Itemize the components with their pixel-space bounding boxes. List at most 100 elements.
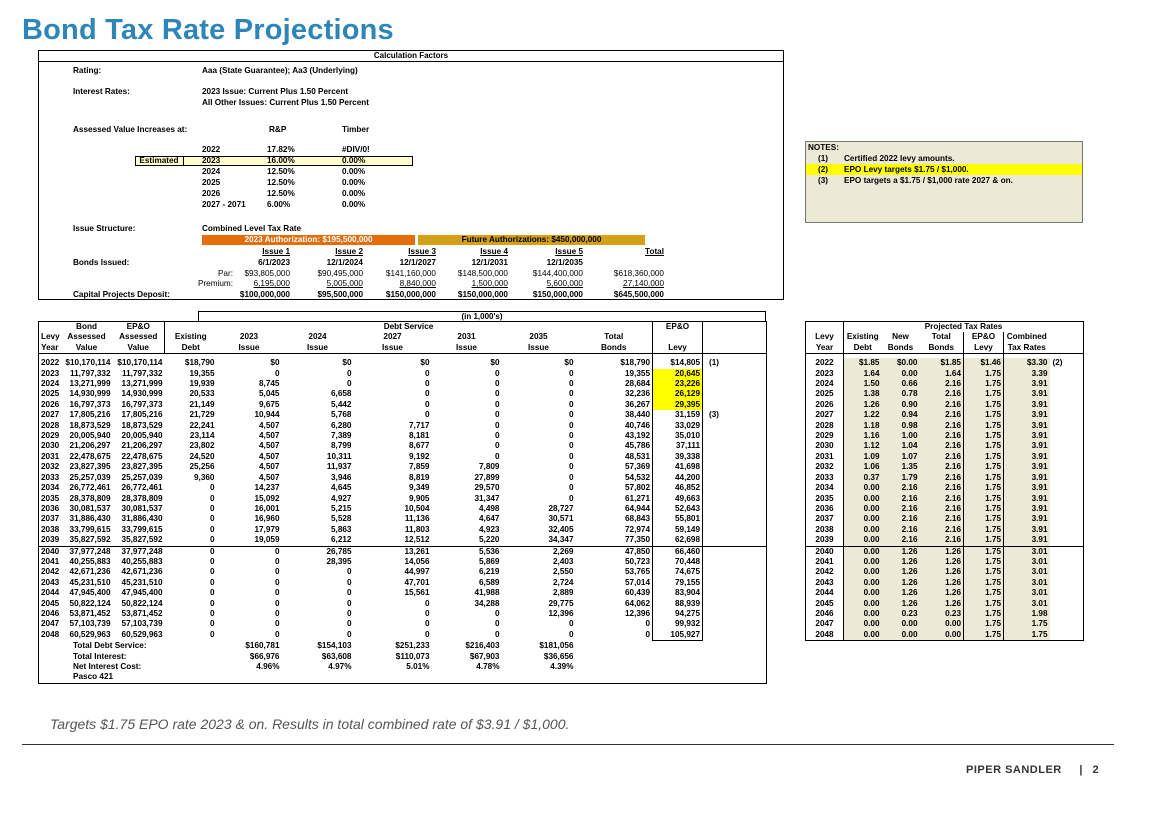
table-cell: 10,944 (254, 410, 280, 420)
issue-header: Issue 3 (408, 247, 436, 256)
table-cell: 8,677 (409, 441, 430, 451)
table-cell: 22,478,675 (69, 451, 111, 461)
deposit-label: Capital Projects Deposit: (73, 290, 170, 299)
table-cell: 4,507 (259, 472, 280, 482)
table-row: 2048 60,529,963 60,529,963 0 0 0 0 0 0 0 105,927 (39, 629, 767, 642)
table-cell: 0 (568, 368, 574, 378)
rates-spacer-row (806, 353, 1084, 359)
deposit-amount: $150,000,000 (457, 290, 508, 299)
table-cell: 0.37 (843, 472, 882, 484)
table-cell: 0.00 (919, 619, 964, 630)
table-cell: 0 (164, 545, 217, 557)
table-cell: 1.16 (843, 431, 882, 442)
table-cell (1050, 452, 1084, 462)
table-cell: 1.50 (843, 379, 882, 390)
table-cell: 0.23 (881, 608, 920, 620)
table-cell: $14,805 (652, 358, 704, 369)
note-number: (2) (818, 165, 829, 174)
table-cell: 0 (424, 389, 430, 399)
table-cell: 27,899 (474, 472, 500, 482)
table-cell: 5,768 (331, 410, 352, 420)
table-row: 2042 0.00 1.26 1.26 1.75 3.01 (806, 567, 1084, 578)
table-cell (703, 389, 767, 399)
table-cell: 9,905 (409, 493, 430, 503)
debt-header-row: Year Value Value Debt Issue Issue Issue Issue Is… (38, 342, 767, 355)
table-cell: 2028 (41, 420, 60, 430)
table-row: 2023 11,797,332 11,797,332 19,355 0 0 0 0 0 19,35… (39, 368, 767, 380)
table-cell: 3.91 (1003, 451, 1050, 463)
table-cell: 2.16 (881, 535, 920, 547)
table-cell: 2026 (41, 399, 60, 409)
table-cell (1050, 431, 1084, 441)
deposit-amount: $150,000,000 (385, 290, 436, 299)
page-title: Bond Tax Rate Projections (22, 14, 394, 46)
debt-header-cell (703, 322, 767, 333)
table-cell: 0 (209, 619, 215, 629)
table-cell: 1.12 (843, 441, 882, 452)
av-year: 2027 - 2071 (202, 200, 246, 209)
debt-units: (in 1,000's) (198, 311, 766, 321)
table-cell: 2,403 (553, 556, 574, 566)
table-cell: 2022 (815, 358, 834, 368)
table-cell: 0 (494, 441, 500, 451)
table-cell: 0 (568, 379, 574, 389)
table-cell: 11,797,332 (69, 368, 111, 378)
brand-name: PIPER SANDLER (966, 764, 1062, 776)
table-cell: 11,136 (404, 514, 430, 524)
table-cell: 19,355 (624, 368, 651, 378)
debt-header-cell: Levy (41, 332, 60, 342)
table-cell (1050, 389, 1084, 399)
table-cell: 0 (209, 493, 215, 503)
table-cell: 2.16 (919, 431, 964, 442)
debt-header-cell: 2031 (457, 332, 476, 342)
debt-header-cell: EP&O (652, 321, 704, 333)
table-cell: 16,001 (254, 503, 280, 513)
table-cell: 4,507 (259, 441, 280, 451)
table-cell: 1.75 (963, 556, 1004, 568)
av-year: 2024 (202, 167, 221, 176)
table-cell: 2037 (41, 514, 60, 524)
table-cell: 2.16 (919, 514, 964, 525)
table-cell: 0 (568, 483, 574, 493)
bonds-issued-label: Bonds Issued: (73, 258, 130, 267)
table-cell: 13,271,999 (69, 379, 111, 389)
table-row: 2024 1.50 0.66 2.16 1.75 3.91 (806, 379, 1084, 390)
table-row: 2037 31,886,430 31,886,430 0 16,960 5,528 11,1… (39, 514, 767, 525)
debt-header-cell (702, 342, 767, 355)
table-cell: 2025 (815, 389, 834, 399)
estimated-row-highlight (135, 156, 413, 166)
table-cell: 3.01 (1003, 588, 1050, 599)
table-cell (703, 494, 767, 504)
table-row: 2026 16,797,373 16,797,373 21,149 9,675 5,442… (39, 399, 767, 411)
table-cell (703, 567, 767, 577)
table-cell: 99,932 (652, 619, 704, 630)
table-cell: (1) (709, 358, 720, 368)
table-cell: 0 (494, 399, 500, 409)
table-cell (1050, 557, 1084, 567)
table-cell: $18,790 (620, 358, 651, 368)
table-cell (703, 462, 767, 472)
table-cell: $10,170,114 (65, 358, 111, 368)
debt-header-cell (652, 332, 704, 343)
table-cell: 60,529,963 (121, 630, 163, 640)
table-cell: 61,271 (624, 493, 651, 503)
table-cell: 43,192 (624, 431, 651, 441)
table-cell: 30,081,537 (121, 503, 163, 513)
table-cell: 1.75 (963, 524, 1004, 536)
premium-amount: 6,195,000 (253, 279, 290, 288)
table-cell: 2.16 (919, 420, 964, 432)
table-cell: 2030 (41, 441, 60, 451)
table-cell (1050, 619, 1084, 629)
table-row: 2027 1.22 0.94 2.16 1.75 3.91 (806, 410, 1084, 421)
table-cell: 35,010 (652, 431, 704, 442)
table-cell: 3.91 (1003, 410, 1050, 421)
table-cell: 1.26 (881, 545, 920, 557)
note-text: EPO targets a $1.75 / $1,000 rate 2027 &… (844, 176, 1013, 185)
table-row: 2028 1.18 0.98 2.16 1.75 3.91 (806, 420, 1084, 432)
table-cell: 0 (568, 472, 574, 482)
totals-row: Total Debt Service: $160,781 $154,103 $251,… (39, 641, 767, 652)
table-cell: 15,092 (254, 493, 280, 503)
table-cell: 2033 (815, 472, 834, 482)
table-cell: 1.75 (963, 410, 1004, 421)
table-cell: 2.16 (919, 483, 964, 494)
